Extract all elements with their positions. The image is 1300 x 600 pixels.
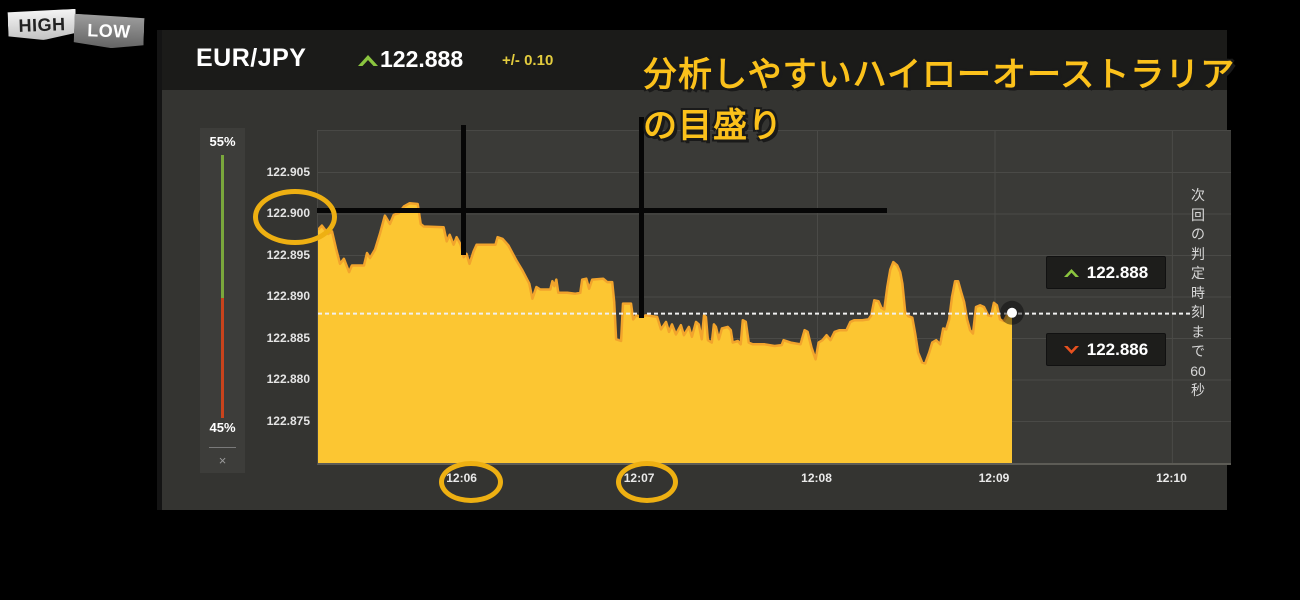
currency-pair-label: EUR/JPY	[196, 44, 307, 72]
price-area-edge	[317, 201, 1013, 365]
countdown-char: 次	[1191, 187, 1205, 203]
countdown-char: 時	[1191, 284, 1205, 301]
price-area	[318, 203, 1012, 463]
countdown-char: 判	[1191, 245, 1205, 262]
crosshair-horizontal-line	[317, 208, 887, 213]
time-axis-label: 12:10	[1156, 471, 1187, 485]
price-axis-label: 122.880	[266, 372, 310, 386]
gauge-high-percent: 55%	[209, 134, 236, 149]
gauge-close-button[interactable]: ×	[218, 453, 227, 468]
down-price-value: 122.886	[1086, 339, 1149, 359]
countdown-char: 刻	[1191, 304, 1205, 320]
gauge-divider	[209, 447, 236, 448]
chevron-down-icon	[1063, 345, 1079, 354]
gauge-low-percent: 45%	[209, 420, 236, 435]
countdown-char: の	[1191, 226, 1205, 242]
price-axis-label: 122.895	[266, 247, 310, 262]
logo-low-plate: LOW	[73, 14, 144, 49]
highlight-ellipse-1207	[616, 461, 678, 503]
price-up-chevron-icon	[358, 54, 378, 72]
countdown-char: 回	[1191, 206, 1205, 223]
annotation-line-2: の目盛り	[643, 107, 783, 145]
time-axis-label: 12:08	[801, 471, 832, 485]
countdown-text: 次回の判定時刻まで 60 秒	[1183, 186, 1213, 401]
highlight-ellipse-price	[253, 189, 337, 245]
time-axis-label: 12:09	[978, 471, 1010, 485]
panel-header: EUR/JPY 122.888 +/- 0.10	[162, 30, 1227, 90]
up-price-badge: 122.888	[1046, 256, 1166, 289]
logo-high-text: HIGH	[18, 13, 66, 36]
price-axis-label: 122.885	[266, 330, 310, 345]
countdown-char: で	[1191, 343, 1205, 359]
price-area-chart	[317, 131, 1231, 463]
countdown-char: 定	[1191, 265, 1205, 281]
countdown-char: 60	[1190, 362, 1206, 379]
countdown-char: ま	[1191, 323, 1205, 340]
price-axis-label: 122.905	[266, 164, 310, 179]
annotation-line-1: 分析しやすいハイローオーストラリア	[643, 56, 1236, 94]
current-price-dot	[1007, 307, 1017, 318]
current-price: 122.888	[380, 46, 464, 72]
logo-low-text: LOW	[86, 20, 132, 42]
down-price-badge: 122.886	[1046, 333, 1166, 366]
price-axis-label: 122.875	[266, 413, 310, 428]
chart-plot-area[interactable]	[317, 130, 1231, 465]
trading-panel: EUR/JPY 122.888 +/- 0.10 55% 45% × 122.9…	[157, 30, 1231, 510]
gauge-red-bar	[221, 298, 224, 418]
price-axis-label: 122.890	[266, 289, 310, 303]
up-price-value: 122.888	[1086, 262, 1149, 282]
sentiment-gauge: 55% 45% ×	[200, 128, 245, 473]
annotation-text: 分析しやすいハイローオーストラリア の目盛り	[643, 50, 1300, 152]
countdown-char: 秒	[1191, 382, 1205, 398]
crosshair-vertical-line-2	[639, 117, 644, 318]
gauge-green-bar	[221, 155, 224, 298]
chevron-up-icon	[1063, 268, 1079, 277]
highlight-ellipse-1206	[439, 461, 503, 503]
crosshair-vertical-line-1	[461, 125, 466, 255]
logo-high-plate: HIGH	[7, 9, 76, 41]
price-change: +/- 0.10	[502, 52, 554, 69]
highlow-logo: HIGH LOW	[8, 6, 148, 50]
